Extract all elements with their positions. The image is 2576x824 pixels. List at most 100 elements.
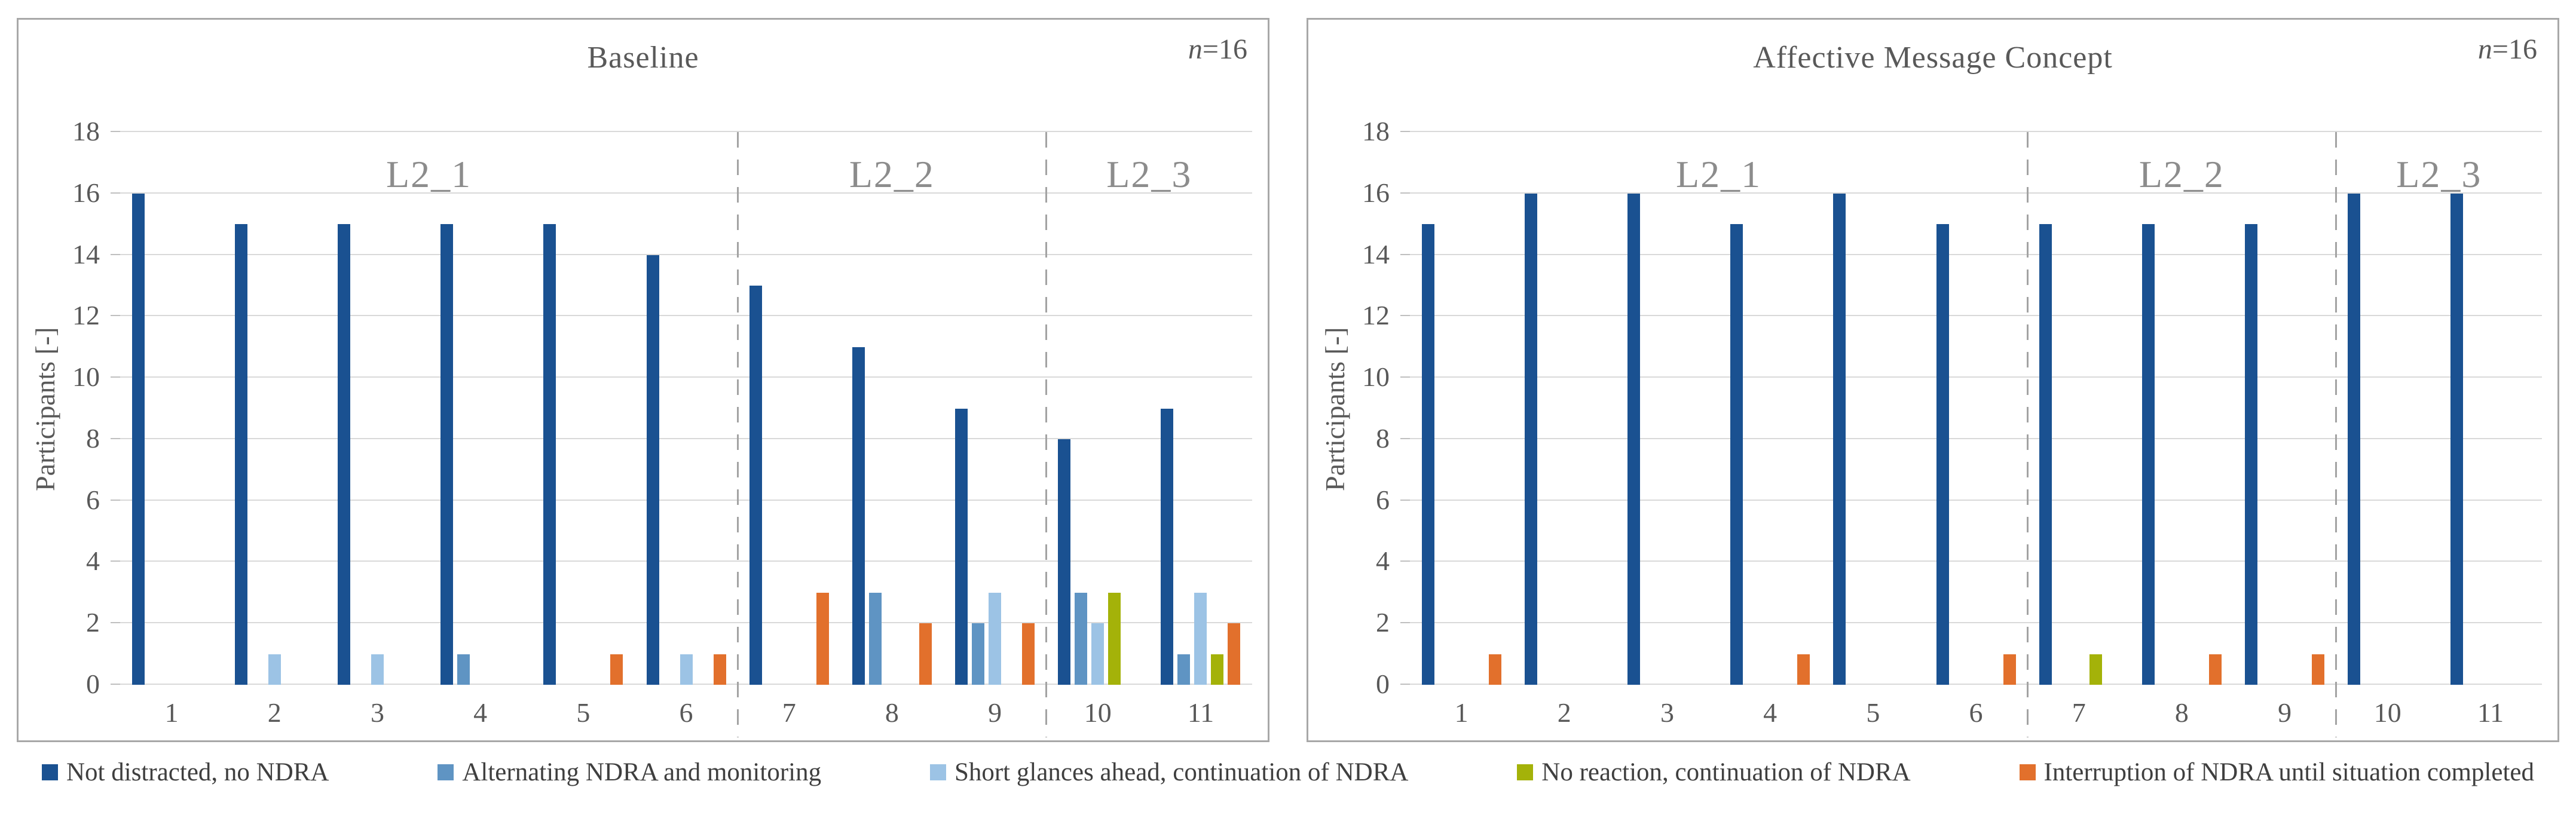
bar-group-3 xyxy=(326,132,429,685)
gridline-14 xyxy=(120,253,1252,255)
bar-group-9 xyxy=(944,132,1047,685)
bar-series5-scenario4 xyxy=(1797,654,1810,685)
x-tick-label-5: 5 xyxy=(1866,697,1880,728)
y-tick-label-8: 8 xyxy=(1376,422,1390,454)
panel-baseline: Baseline n=16 Participants [-] 0 2 4 6 8 10 12… xyxy=(17,18,1269,742)
axis-tick-12 xyxy=(111,315,120,317)
plot-area-baseline: 0 2 4 6 8 10 12 14 16 18 L2_1 L2_2 L2_3 1 2 3 4 5 6 7 8 9 10 11 xyxy=(72,118,1252,737)
legend-item-short-glances: Short glances ahead, continuation of NDR… xyxy=(929,758,1409,787)
gridline-2 xyxy=(1410,622,2542,624)
n-value: =16 xyxy=(1202,33,1247,65)
gridline-14 xyxy=(1410,253,2542,255)
axis-tick-18 xyxy=(111,131,120,132)
y-tick-label-14: 14 xyxy=(72,238,100,269)
x-tick-label-3: 3 xyxy=(1660,697,1674,728)
panel-affective-message-concept: Affective Message Concept n=16 Participa… xyxy=(1307,18,2559,742)
legend-item-no-reaction: No reaction, continuation of NDRA xyxy=(1517,758,1911,787)
y-tick-label-14: 14 xyxy=(1362,238,1390,269)
gridline-4 xyxy=(120,560,1252,562)
gridline-12 xyxy=(120,315,1252,317)
axis-tick-8 xyxy=(1400,437,1410,439)
bar-series1-scenario5 xyxy=(1833,193,1846,685)
n-value: =16 xyxy=(2492,33,2537,65)
axis-tick-2 xyxy=(111,622,120,624)
sample-size-annotation: n=16 xyxy=(1188,33,1247,66)
bar-series2-scenario8 xyxy=(868,592,882,685)
axis-tick-16 xyxy=(1400,192,1410,194)
y-tick-label-6: 6 xyxy=(1376,484,1390,515)
bars-row xyxy=(1410,132,2542,685)
legend-label: Alternating NDRA and monitoring xyxy=(462,758,822,786)
legend-item-alternating: Alternating NDRA and monitoring xyxy=(438,758,821,787)
gridline-10 xyxy=(120,376,1252,378)
y-tick-label-2: 2 xyxy=(1376,607,1390,638)
bar-series1-scenario3 xyxy=(1627,193,1640,685)
gridline-8 xyxy=(120,437,1252,439)
bar-series1-scenario4 xyxy=(440,224,454,685)
x-tick-label-4: 4 xyxy=(1763,697,1777,728)
x-tick-label-10: 10 xyxy=(2373,697,2401,728)
plot-area-affective: 0 2 4 6 8 10 12 14 16 18 L2_1 L2_2 L2_3 1 2 3 4 5 6 7 8 9 10 11 xyxy=(1362,118,2542,737)
axis-tick-6 xyxy=(1400,499,1410,501)
x-tick-label-2: 2 xyxy=(267,697,282,728)
bar-group-8 xyxy=(840,132,943,685)
legend-label: Not distracted, no NDRA xyxy=(66,758,329,786)
y-tick-label-12: 12 xyxy=(1362,300,1390,331)
x-tick-label-11: 11 xyxy=(2477,697,2504,728)
axis-tick-4 xyxy=(1400,560,1410,562)
x-tick-label-1: 1 xyxy=(164,697,179,728)
bar-group-11 xyxy=(1149,132,1252,685)
bar-series1-scenario5 xyxy=(543,224,556,685)
section-label-L2_2: L2_2 xyxy=(2138,153,2225,195)
y-tick-label-10: 10 xyxy=(72,362,100,393)
y-tick-label-4: 4 xyxy=(1376,546,1390,577)
bar-series1-scenario10 xyxy=(2348,193,2361,685)
bar-group-5 xyxy=(1822,132,1925,685)
bar-group-1 xyxy=(1410,132,1513,685)
bar-series3-scenario11 xyxy=(1194,592,1207,685)
gridline-18 xyxy=(120,131,1252,132)
axis-tick-6 xyxy=(111,499,120,501)
gridline-0 xyxy=(1410,684,2542,685)
x-tick-label-8: 8 xyxy=(885,697,899,728)
axis-tick-4 xyxy=(111,560,120,562)
y-tick-label-16: 16 xyxy=(1362,177,1390,208)
gridline-18 xyxy=(1410,131,2542,132)
x-axis-labels: 1 2 3 4 5 6 7 8 9 10 11 xyxy=(120,697,1252,728)
legend-label: Short glances ahead, continuation of NDR… xyxy=(954,758,1409,786)
bar-series5-scenario11 xyxy=(1228,623,1241,685)
axis-tick-0 xyxy=(111,684,120,685)
bar-group-8 xyxy=(2130,132,2233,685)
bar-series3-scenario2 xyxy=(268,654,281,685)
axis-tick-10 xyxy=(111,376,120,378)
gridline-10 xyxy=(1410,376,2542,378)
bar-series1-scenario8 xyxy=(852,347,865,685)
x-tick-label-9: 9 xyxy=(988,697,1002,728)
bar-series5-scenario6 xyxy=(2003,654,2016,685)
bar-group-9 xyxy=(2234,132,2336,685)
axis-tick-12 xyxy=(1400,315,1410,317)
x-tick-label-10: 10 xyxy=(1084,697,1112,728)
bar-series2-scenario9 xyxy=(972,623,985,685)
axis-tick-2 xyxy=(1400,622,1410,624)
n-symbol: n xyxy=(1188,33,1203,65)
y-tick-label-10: 10 xyxy=(1362,362,1390,393)
bar-series1-scenario9 xyxy=(2245,224,2258,685)
bar-series1-scenario4 xyxy=(1730,224,1743,685)
bar-series1-scenario6 xyxy=(1936,224,1949,685)
x-tick-label-11: 11 xyxy=(1187,697,1214,728)
bar-series1-scenario2 xyxy=(234,224,247,685)
bar-series4-scenario11 xyxy=(1211,654,1224,685)
bar-series4-scenario7 xyxy=(2089,654,2102,685)
bar-group-4 xyxy=(1719,132,1822,685)
gridline-4 xyxy=(1410,560,2542,562)
bar-series1-scenario11 xyxy=(2450,193,2464,685)
legend-swatch-olive xyxy=(1517,764,1534,780)
bar-series5-scenario9 xyxy=(2312,654,2325,685)
axis-tick-10 xyxy=(1400,376,1410,378)
bar-series1-scenario9 xyxy=(955,408,968,685)
x-tick-label-5: 5 xyxy=(576,697,591,728)
legend-swatch-dark-blue xyxy=(42,764,58,780)
x-tick-label-6: 6 xyxy=(679,697,693,728)
